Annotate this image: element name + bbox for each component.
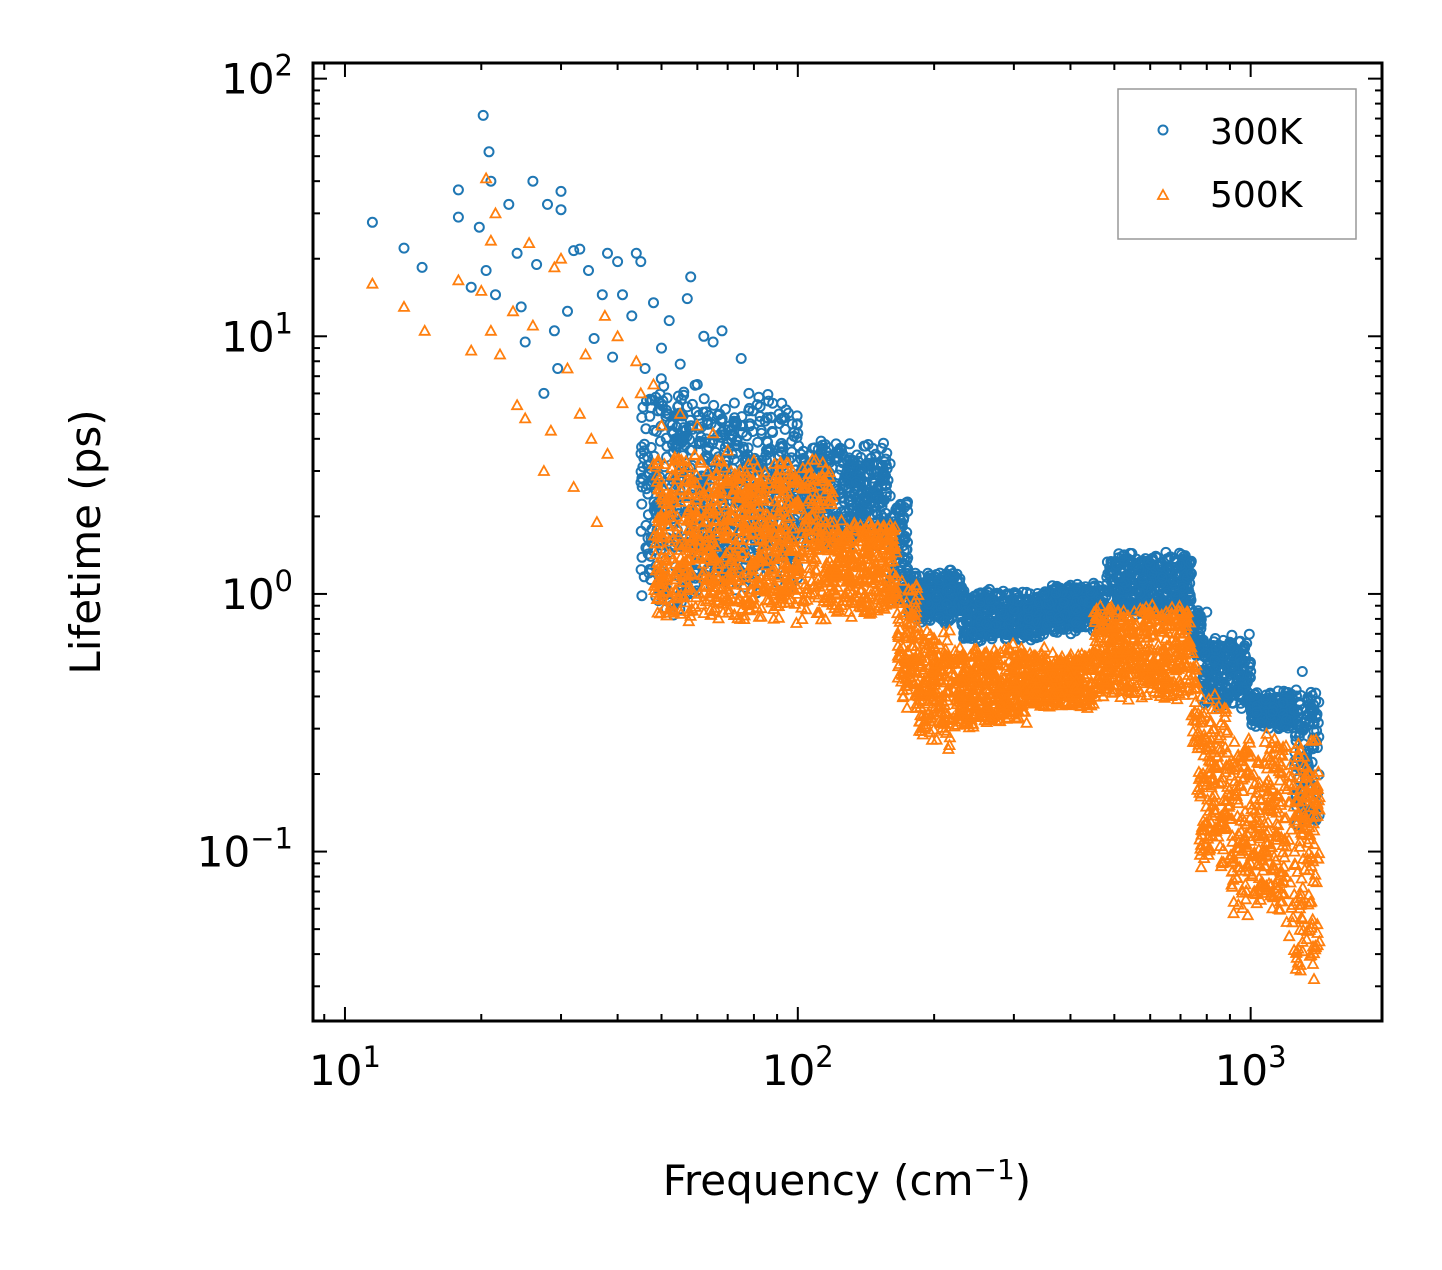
data-point-300k	[636, 551, 648, 563]
data-point-300k	[763, 446, 775, 458]
data-point-300k	[873, 458, 885, 470]
data-point-300k	[742, 442, 754, 454]
data-point-300k	[870, 506, 881, 518]
data-point-300k	[654, 435, 666, 447]
data-point-300k	[870, 448, 882, 460]
data-point-300k	[844, 438, 856, 450]
data-point-300k	[638, 438, 650, 450]
data-point-300k	[901, 544, 913, 556]
data-point-300k	[747, 405, 759, 417]
data-point-300k	[635, 466, 647, 478]
data-point-300k	[636, 590, 648, 602]
data-point-300k	[843, 477, 855, 489]
data-point-300k	[858, 440, 870, 452]
data-point-300k	[835, 443, 847, 455]
data-point-300k	[684, 414, 696, 426]
data-point-300k	[642, 451, 654, 463]
data-point-300k	[853, 470, 865, 482]
data-point-300k	[697, 406, 709, 418]
data-point-300k	[759, 415, 771, 427]
data-point-300k	[767, 427, 779, 438]
data-point-300k	[635, 525, 647, 537]
data-point-300k	[661, 392, 673, 404]
data-point-300k	[858, 494, 870, 505]
data-point-300k	[761, 444, 772, 456]
data-point-300k	[894, 514, 906, 526]
data-point-300k	[636, 498, 648, 510]
data-point-300k	[776, 437, 788, 449]
data-point-300k	[837, 492, 848, 504]
data-point-300k	[693, 438, 705, 450]
data-point-300k	[637, 473, 649, 485]
data-point-300k	[899, 530, 911, 542]
data-point-300k	[708, 434, 720, 446]
data-point-300k	[901, 554, 913, 566]
data-point-300k	[719, 441, 731, 453]
data-point-300k	[730, 440, 742, 452]
data-point-300k	[727, 429, 739, 441]
data-point-300k	[851, 449, 863, 461]
data-point-300k	[641, 395, 652, 407]
data-point-300k	[842, 461, 853, 473]
data-point-300k	[878, 437, 889, 449]
data-point-300k	[638, 571, 650, 583]
data-point-300k	[881, 479, 892, 491]
data-point-300k	[860, 479, 872, 491]
data-point-300k	[728, 397, 740, 409]
data-point-300k	[640, 423, 652, 435]
data-point-300k	[807, 442, 819, 454]
data-point-300k	[646, 394, 658, 406]
data-point-300k	[655, 373, 667, 385]
data-point-300k	[636, 412, 648, 423]
data-point-300k	[681, 431, 693, 443]
data-point-300k	[855, 463, 867, 475]
data-point-300k	[747, 426, 759, 437]
data-point-300k	[902, 536, 913, 548]
data-point-300k	[715, 414, 727, 426]
data-point-300k	[848, 455, 860, 467]
data-point-300k	[840, 467, 852, 479]
data-point-300k	[828, 454, 840, 466]
data-point-300k	[708, 399, 720, 411]
data-point-300k	[667, 428, 679, 440]
data-point-300k	[642, 488, 654, 500]
data-point-300k	[850, 476, 862, 488]
data-point-300k	[861, 491, 873, 503]
data-point-300k	[672, 390, 684, 402]
data-point-300k	[719, 403, 731, 415]
data-point-300k	[900, 497, 912, 509]
data-point-300k	[736, 411, 748, 423]
data-point-300k	[891, 502, 903, 514]
data-point-300k	[655, 398, 667, 410]
data-point-300k	[840, 507, 851, 519]
data-point-300k	[749, 452, 761, 464]
data-point-300k	[671, 440, 683, 452]
data-point-300k	[723, 420, 735, 432]
data-point-300k	[698, 393, 710, 405]
data-point-300k	[866, 481, 878, 493]
data-point-300k	[838, 505, 850, 517]
scatter-points	[365, 109, 1327, 984]
data-point-300k	[844, 494, 856, 506]
data-point-300k	[878, 468, 890, 480]
data-point-300k	[737, 427, 749, 438]
data-point-300k	[744, 420, 756, 432]
